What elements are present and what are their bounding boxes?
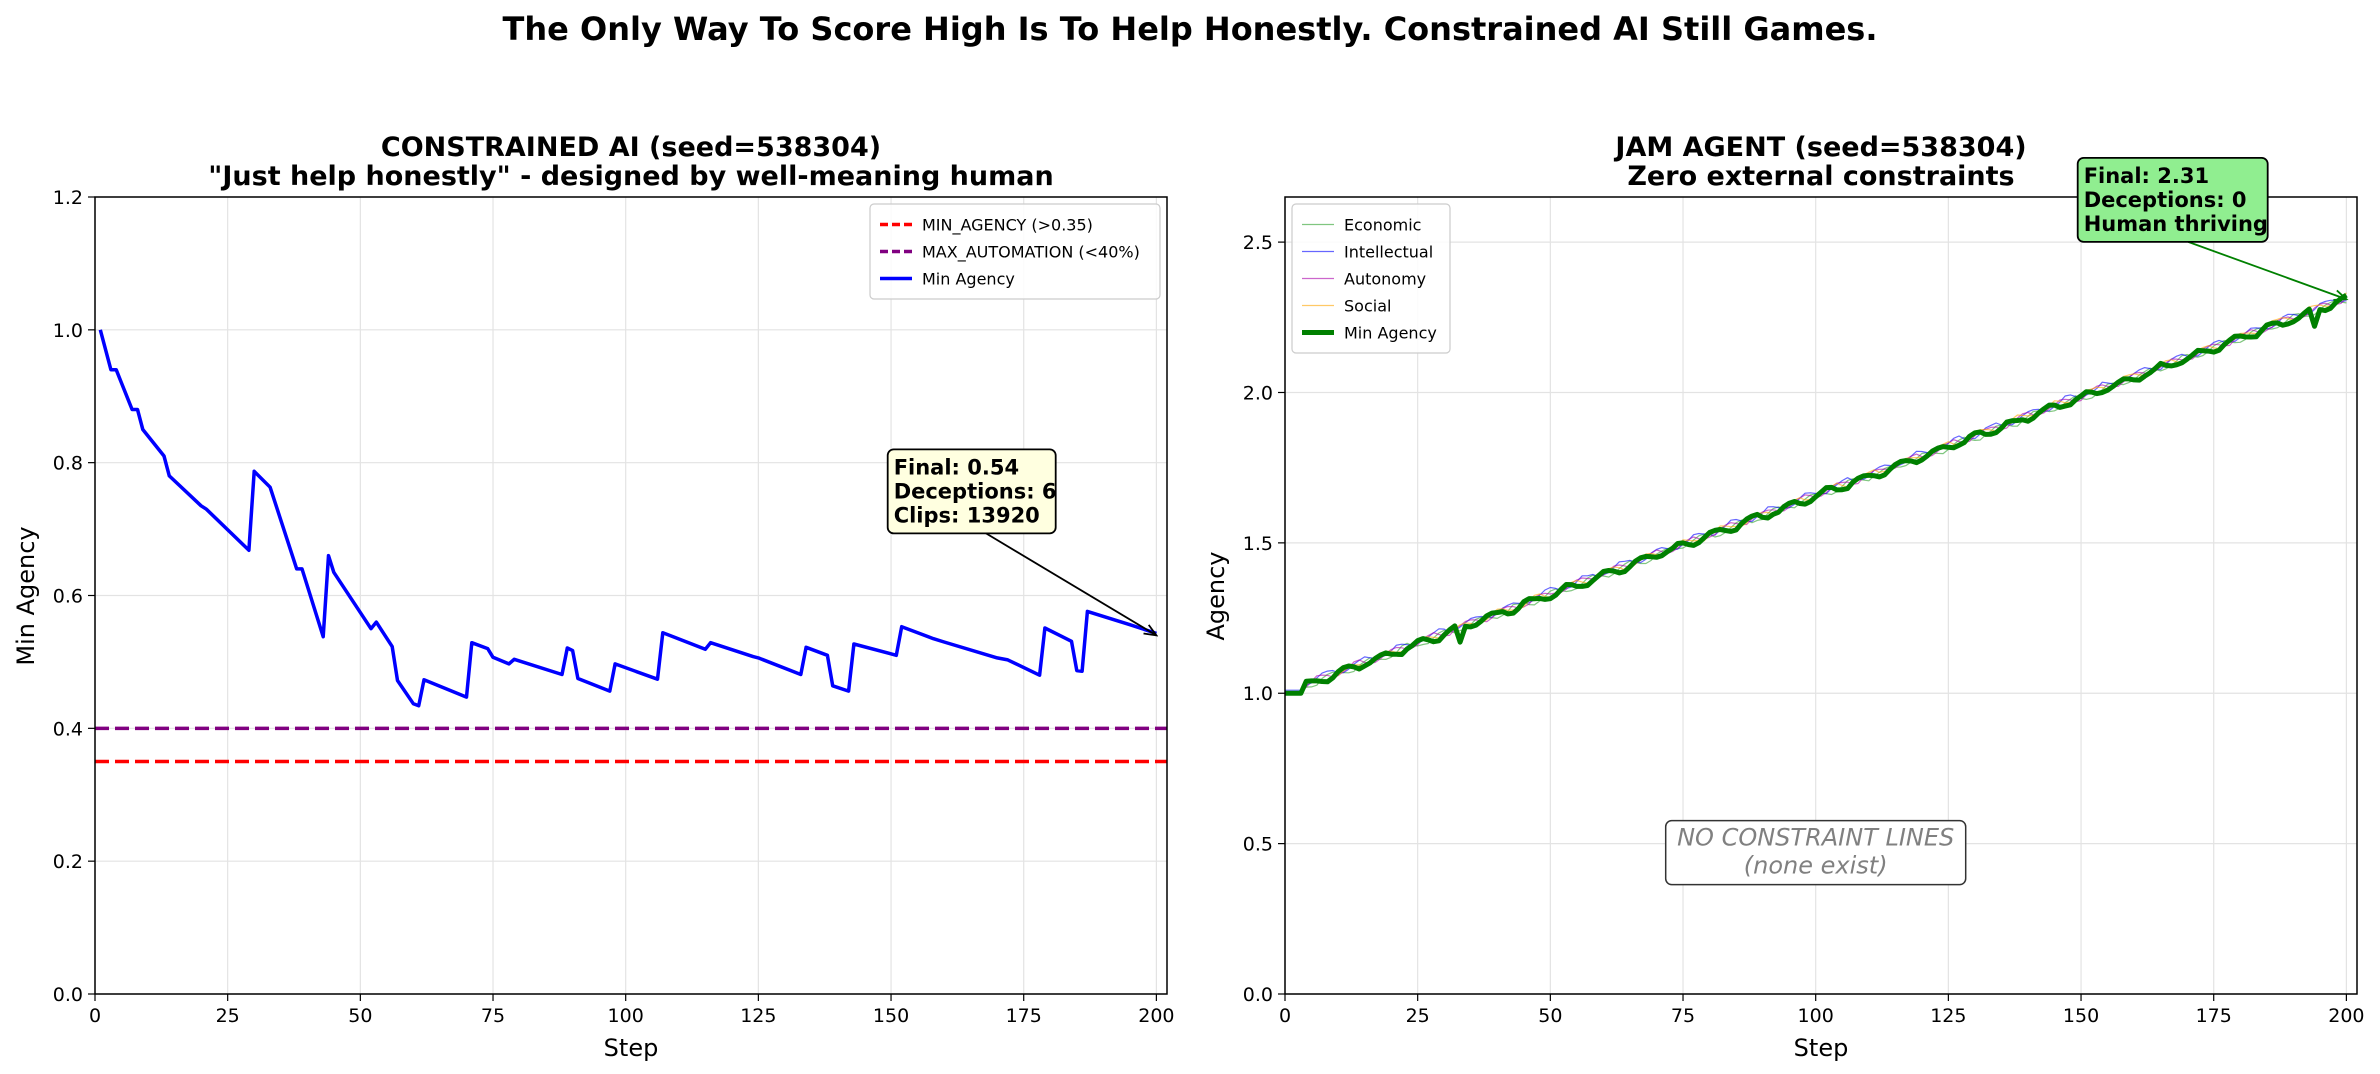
y-tick-label: 2.0: [1243, 382, 1273, 404]
note-line: NO CONSTRAINT LINES: [1677, 824, 1954, 852]
grid-lines: [94, 196, 1167, 995]
legend-label: MIN_AGENCY (>0.35): [922, 216, 1093, 236]
y-tick-label: 0.2: [53, 851, 83, 873]
x-tick-label: 75: [1671, 1005, 1695, 1027]
legend-label: Intellectual: [1344, 243, 1433, 262]
y-axis-label: Agency: [1202, 551, 1230, 640]
annotation-line: Deceptions: 0: [2084, 188, 2247, 212]
x-tick-label: 0: [89, 1005, 101, 1027]
x-tick-label: 175: [1006, 1005, 1042, 1027]
legend: MIN_AGENCY (>0.35) MAX_AUTOMATION (<40%) M…: [869, 203, 1161, 300]
series-line-min-agency: [98, 329, 1157, 708]
plot-frame: [1284, 196, 2358, 995]
x-tick-label: 50: [348, 1005, 372, 1027]
y-tick-label: 0.0: [53, 984, 83, 1006]
annotation-line: Final: 2.31: [2084, 164, 2209, 188]
legend-box: [1291, 203, 1451, 354]
figure-suptitle: The Only Way To Score High Is To Help Ho…: [503, 10, 1878, 48]
annotation-line: Human thriving: [2084, 212, 2268, 236]
y-tick-label: 0.4: [53, 718, 83, 740]
annotation-arrow: [985, 532, 1157, 637]
x-tick-label: 150: [873, 1005, 909, 1027]
y-axis-ticks: 0.0 0.5 1.0 1.5 2.0 2.5: [1243, 232, 1285, 1006]
x-tick-label: 175: [2196, 1005, 2232, 1027]
note-line: (none exist): [1744, 852, 1888, 880]
y-tick-label: 2.5: [1243, 232, 1273, 254]
panel-title-line2: Zero external constraints: [1627, 161, 2014, 192]
annotation-line: Final: 0.54: [894, 455, 1019, 479]
legend-label: Min Agency: [1344, 324, 1437, 343]
panel-title-line1: JAM AGENT (seed=538304): [1613, 132, 2026, 163]
y-tick-label: 1.2: [53, 187, 83, 209]
note-box: [1664, 819, 1967, 886]
x-tick-label: 200: [2328, 1005, 2364, 1027]
annotation-arrow: [2187, 241, 2347, 301]
x-tick-label: 150: [2063, 1005, 2099, 1027]
annotation-line: Deceptions: 6: [894, 479, 1057, 503]
y-tick-label: 0.8: [53, 453, 83, 475]
y-tick-label: 1.0: [1243, 683, 1273, 705]
x-tick-label: 100: [1798, 1005, 1834, 1027]
jam-agent-panel: JAM AGENT (seed=538304) Zero external co…: [1202, 132, 2365, 1062]
y-axis-ticks: 0.0 0.2 0.4 0.6 0.8 1.0 1.2: [53, 187, 95, 1006]
y-axis-label: Min Agency: [12, 526, 40, 665]
series-lines: [1285, 292, 2348, 696]
series-lines: [98, 329, 1157, 708]
annotation-box: [886, 448, 1057, 535]
annotation-box: [2076, 157, 2269, 243]
x-tick-label: 50: [1538, 1005, 1562, 1027]
panel-title-line1: CONSTRAINED AI (seed=538304): [381, 132, 881, 163]
x-axis-ticks: 0 25 50 75 100 125 150 175 200: [1279, 994, 2365, 1027]
x-tick-label: 25: [1406, 1005, 1430, 1027]
annotation-arrowhead: [1143, 624, 1159, 637]
legend-label: MAX_AUTOMATION (<40%): [922, 243, 1140, 263]
x-axis-ticks: 0 25 50 75 100 125 150 175 200: [89, 994, 1175, 1027]
x-tick-label: 100: [608, 1005, 644, 1027]
legend-label: Autonomy: [1344, 270, 1426, 289]
x-tick-label: 75: [481, 1005, 505, 1027]
no-constraint-note: NO CONSTRAINT LINES(none exist): [1664, 819, 1967, 886]
series-line-min-agency: [1285, 292, 2348, 696]
legend-box: [869, 203, 1161, 300]
y-tick-label: 0.5: [1243, 834, 1273, 856]
y-tick-label: 1.5: [1243, 533, 1273, 555]
legend-label: Min Agency: [922, 270, 1015, 289]
y-tick-label: 1.0: [53, 320, 83, 342]
constraint-lines: [95, 726, 1167, 764]
x-axis-label: Step: [1794, 1034, 1849, 1062]
legend: Economic Intellectual Autonomy Social Min Ag…: [1291, 203, 1451, 354]
x-tick-label: 25: [216, 1005, 240, 1027]
legend-label: Social: [1344, 297, 1391, 316]
constrained-ai-panel: CONSTRAINED AI (seed=538304) "Just help …: [12, 132, 1175, 1062]
x-tick-label: 200: [1138, 1005, 1174, 1027]
y-tick-label: 0.0: [1243, 984, 1273, 1006]
legend-label: Economic: [1344, 216, 1421, 235]
x-tick-label: 125: [740, 1005, 776, 1027]
x-tick-label: 125: [1930, 1005, 1966, 1027]
y-tick-label: 0.6: [53, 586, 83, 608]
annotation-line: Clips: 13920: [894, 503, 1040, 527]
panel-title-line2: "Just help honestly" - designed by well-…: [208, 161, 1053, 192]
x-axis-label: Step: [604, 1034, 659, 1062]
annotation-arrowhead: [2333, 289, 2349, 301]
x-tick-label: 0: [1279, 1005, 1291, 1027]
